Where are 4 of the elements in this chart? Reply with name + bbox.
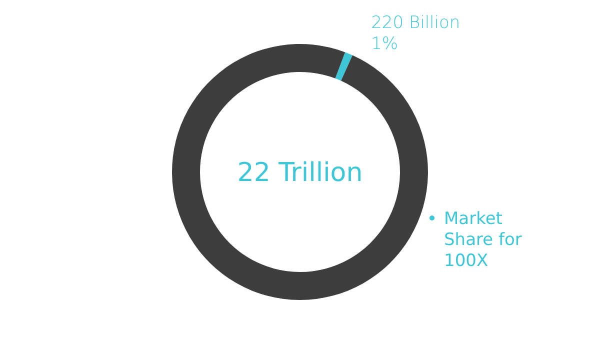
data-label: 220 Billion 1%	[371, 13, 460, 54]
legend-label: Market Share for 100X	[444, 209, 522, 271]
text: 22 Trillion	[237, 158, 363, 188]
donut-slice	[335, 52, 353, 81]
